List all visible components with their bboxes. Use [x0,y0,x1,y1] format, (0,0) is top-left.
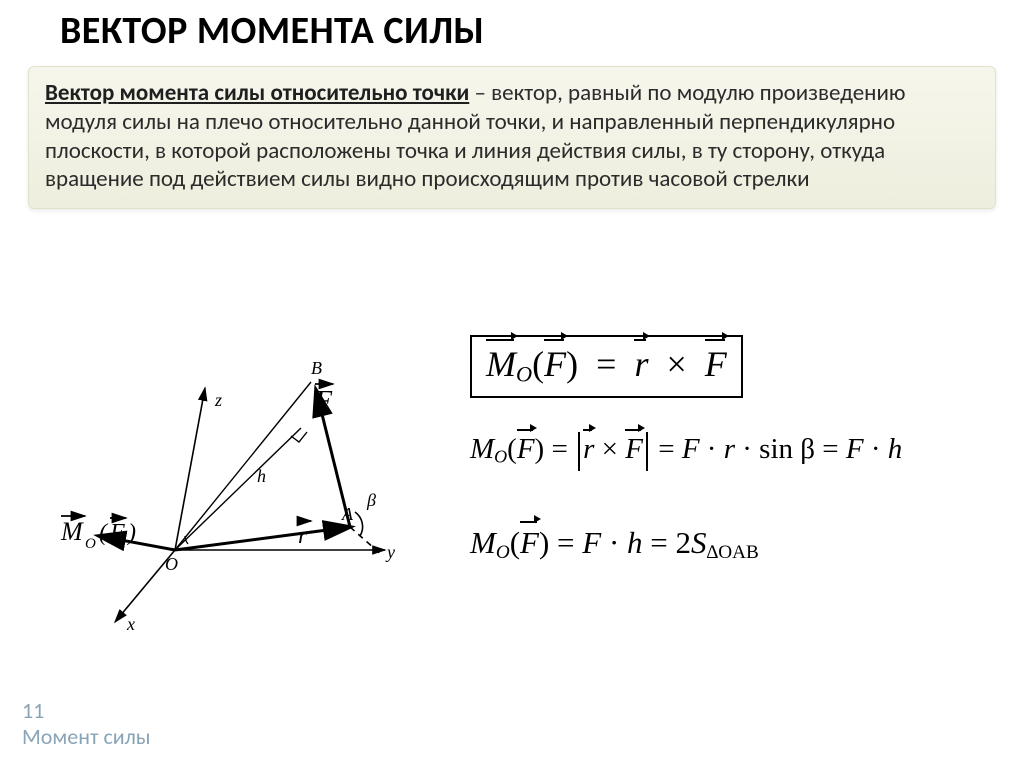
footer-caption: Момент силы [22,724,151,749]
svg-text:): ) [126,520,136,546]
label-B: B [311,358,322,378]
label-x: x [126,614,135,634]
label-M: M O ( F ) [60,516,136,552]
label-F: F [314,386,333,417]
definition-box: Вектор момента силы относительно точки –… [28,66,996,209]
definition-lead: Вектор момента силы относительно точки [45,79,469,107]
formula-area-triangle: MO(F) = F · h = 2S∆OAB [470,525,1000,564]
slide-footer: 11 Момент силы [22,698,151,749]
vector-diagram: O A B x y z h β r F M O ( F ) [55,320,435,640]
formula-area: MO(F) = r × F MO(F) = r × F = F · r · si… [470,335,1000,564]
formula-boxed: MO(F) = r × F [470,335,743,398]
svg-text:F: F [109,520,125,546]
svg-text:O: O [85,536,96,552]
formula-magnitude: MO(F) = r × F = F · r · sin β = F · h [470,432,1000,471]
page-number: 11 [22,698,151,723]
label-r: r [298,523,308,549]
label-beta: β [366,490,376,510]
slide-title: ВЕКТОР МОМЕНТА СИЛЫ [60,8,485,54]
label-h: h [257,466,266,486]
svg-text:(: ( [99,520,109,546]
label-z: z [214,390,222,410]
label-y: y [385,542,395,562]
label-O: O [165,554,178,574]
svg-text:M: M [60,517,84,546]
label-A: A [341,504,354,524]
